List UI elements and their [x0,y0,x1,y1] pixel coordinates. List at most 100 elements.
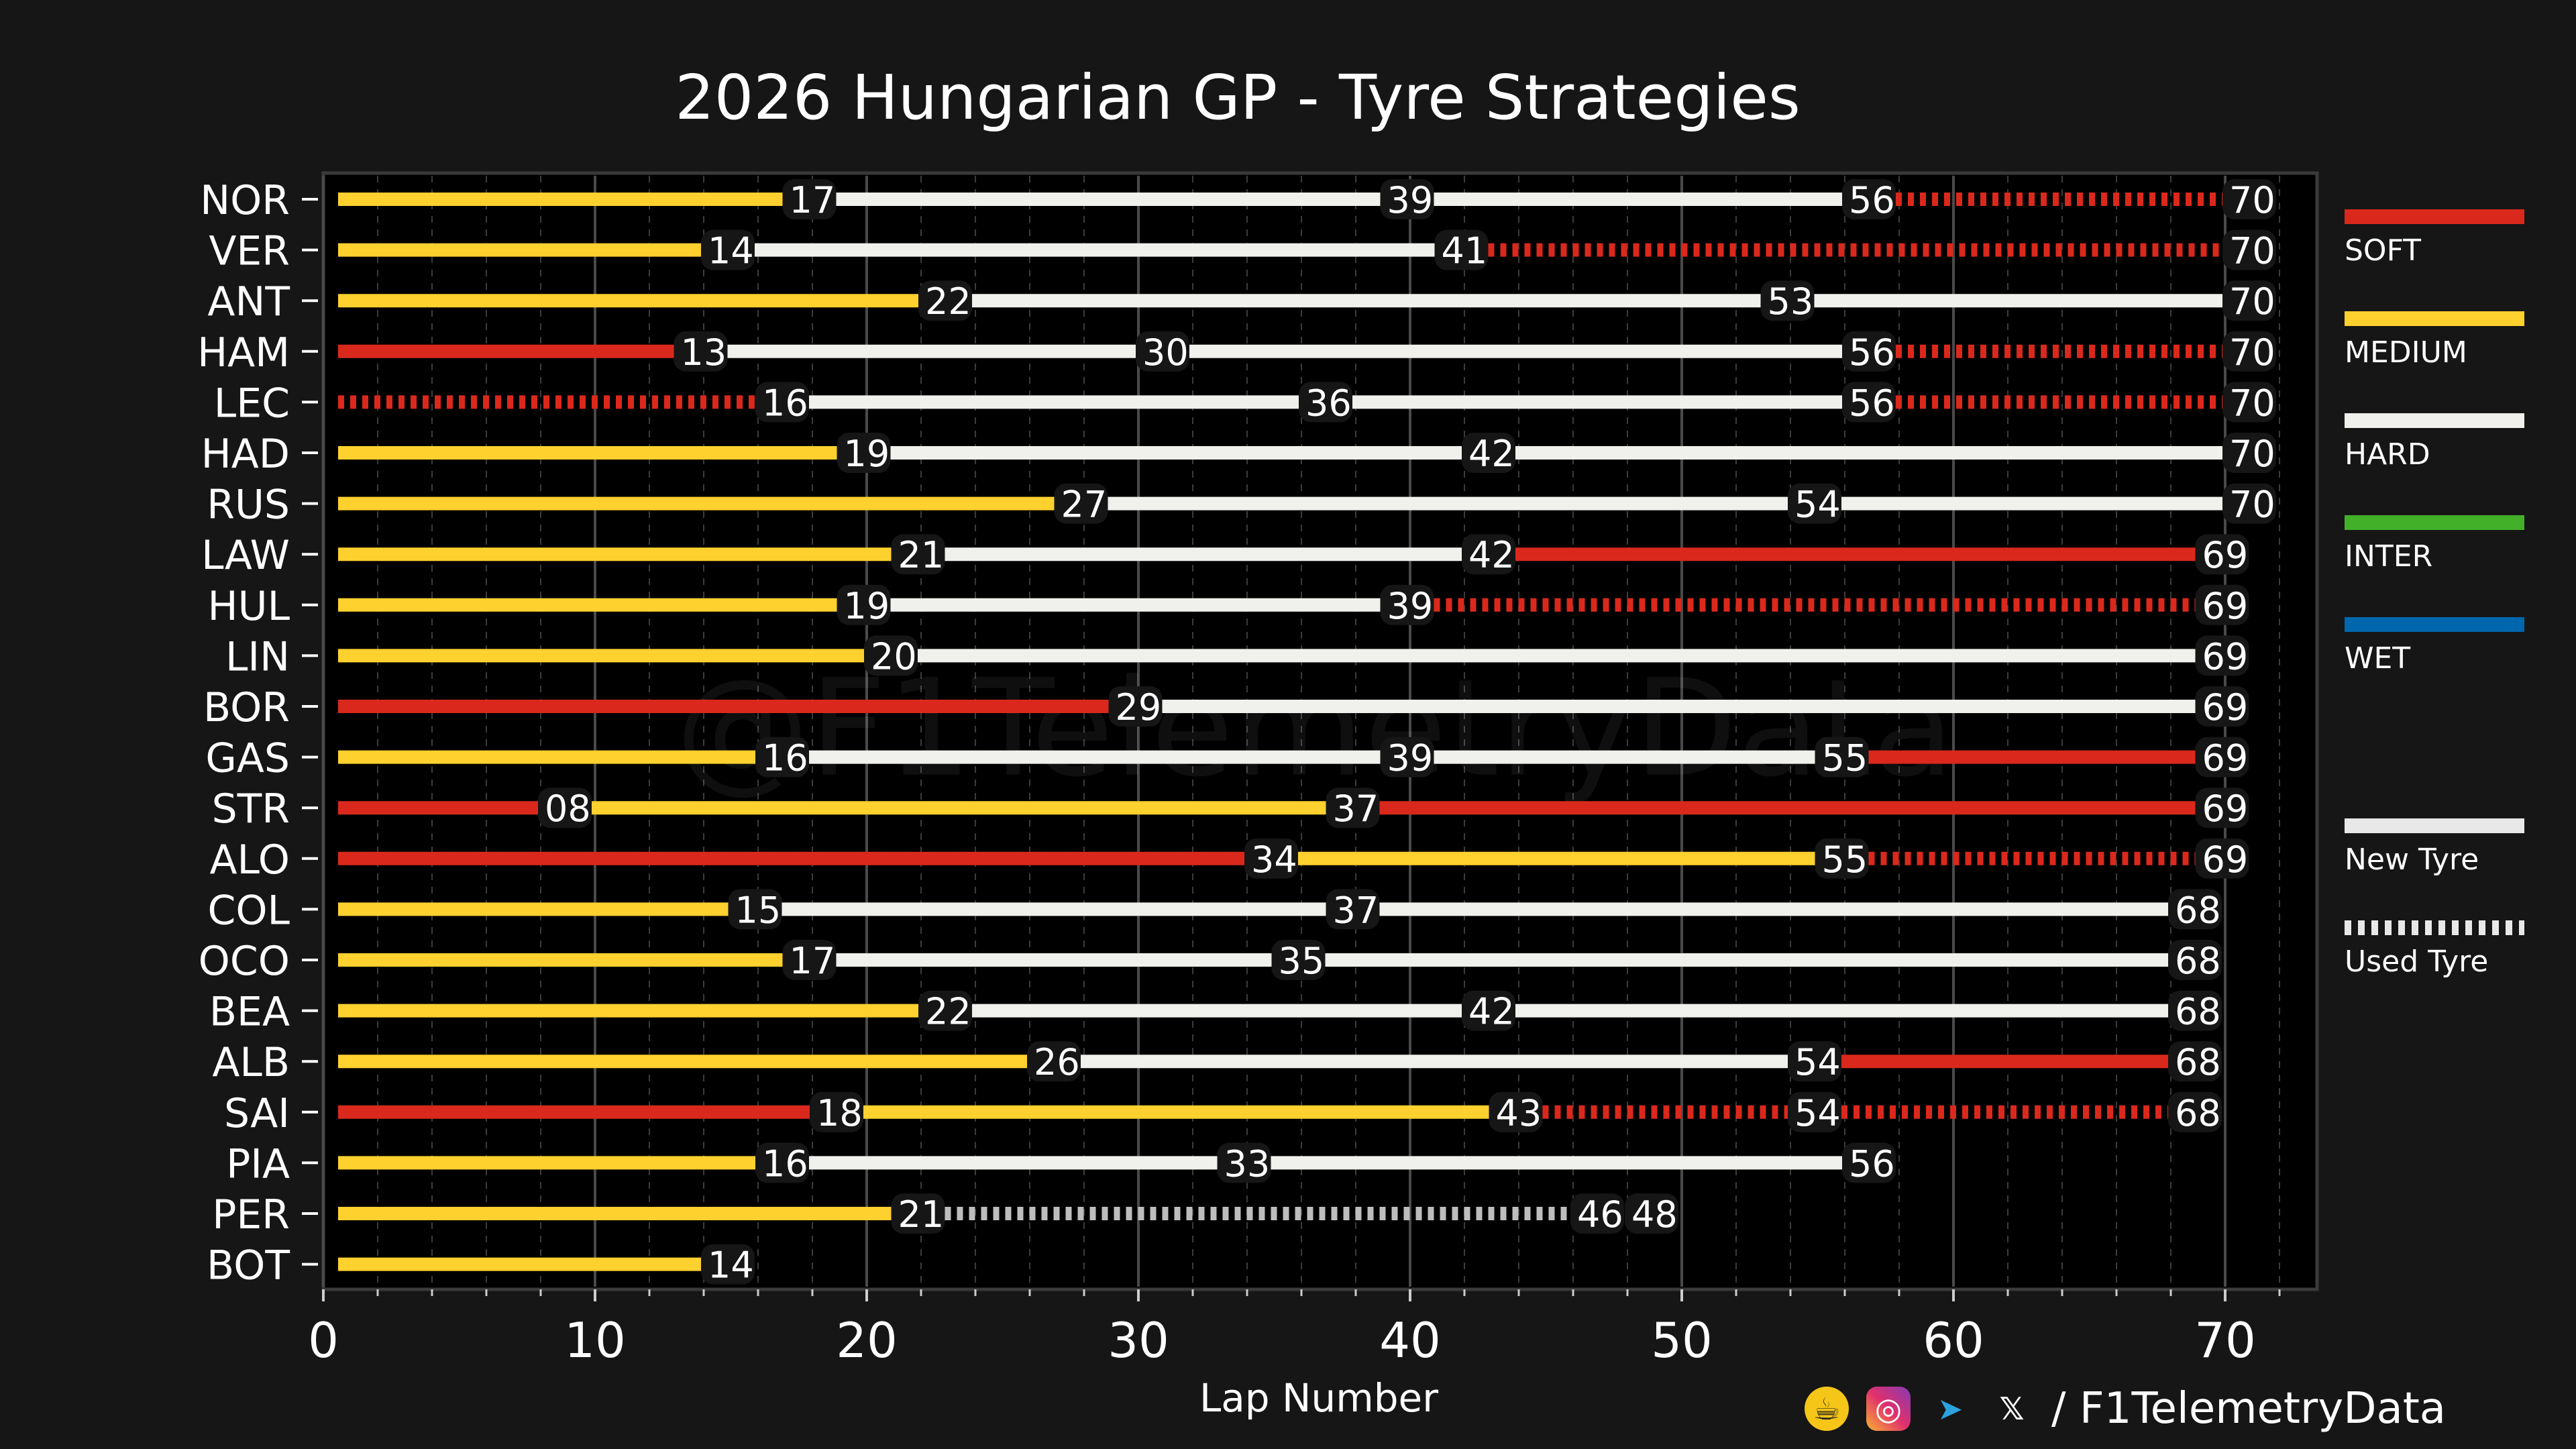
footer-handle[interactable]: / F1TelemetryData [2051,1384,2446,1434]
legend-label: HARD [2345,437,2430,472]
pit-lap-label-bg [2195,584,2249,625]
pit-lap-label-bg [1054,483,1108,524]
pit-lap-label: 69 [2195,584,2249,627]
pit-lap-label-text: 34 [1251,839,1297,881]
coffee-icon[interactable]: ☕ [1805,1387,1849,1431]
instagram-icon[interactable]: ◎ [1866,1387,1911,1431]
pit-lap-label-bg [1842,179,1896,219]
legend-swatch [2345,413,2524,428]
pit-lap-label-bg [1842,382,1896,423]
legend-swatch [2345,515,2524,530]
x-icon[interactable]: 𝕏 [1999,1391,2025,1427]
telegram-icon[interactable]: ➤ [1937,1391,1964,1427]
pit-lap-label-bg [1027,1041,1081,1082]
pit-lap-label-bg [1326,889,1380,930]
pit-lap-label: 20 [864,635,918,678]
pit-lap-label-bg [1788,1091,1841,1132]
pit-lap-label-bg [1462,990,1515,1031]
pit-lap-label-bg [2168,1091,2222,1132]
y-axis-labels: NORVERANTHAMLECHADRUSLAWHULLINBORGASSTRA… [197,177,318,1289]
pit-lap-label-text: 42 [1468,534,1515,576]
pit-lap-label: 68 [2168,889,2222,931]
pit-lap-label: 14 [701,229,755,272]
pit-lap-label-text: 68 [2175,991,2221,1033]
legend-label: New Tyre [2345,843,2479,877]
legend-swatch [2345,311,2524,326]
driver-label: GAS [205,735,290,782]
pit-lap-label: 55 [1815,737,1869,780]
pit-lap-label-bg [1462,433,1515,473]
pit-lap-label: 68 [2168,990,2222,1033]
pit-lap-label-bg [837,433,891,473]
pit-lap-label: 43 [1489,1091,1543,1134]
pit-lap-label-bg [782,940,837,980]
pit-lap-label: 15 [728,889,782,931]
pit-lap-label-bg [864,635,918,676]
pit-lap-label: 69 [2195,635,2249,678]
legend-label: MEDIUM [2345,335,2467,370]
pit-lap-label-text: 70 [2229,433,2275,475]
pit-lap-label-text: 29 [1116,686,1162,729]
pit-lap-label-bg [1489,1091,1543,1132]
pit-lap-label-bg [1380,737,1434,777]
x-tick-label: 30 [1108,1312,1169,1368]
x-tick-label: 20 [836,1312,898,1368]
pit-lap-label-text: 20 [871,635,917,678]
pit-lap-label-bg [755,382,809,423]
pit-lap-label-text: 55 [1822,737,1868,780]
driver-label: STR [212,786,290,833]
pit-lap-label-bg [2222,280,2276,321]
driver-label: LIN [225,633,290,680]
pit-lap-label-bg [918,280,972,321]
driver-label: NOR [200,177,290,224]
pit-lap-label-bg [2222,433,2276,473]
pit-lap-label-text: 36 [1305,382,1352,424]
pit-lap-label-text: 48 [1631,1193,1678,1236]
pit-lap-label-text: 70 [2229,484,2275,526]
pit-lap-label: 69 [2195,534,2249,576]
pit-lap-label: 17 [782,179,837,221]
pit-lap-label-text: 70 [2229,382,2275,424]
pit-lap-label-bg [1625,1193,1678,1234]
pit-lap-label: 16 [755,382,809,424]
pit-lap-label-text: 69 [2202,788,2249,830]
pit-lap-label-bg [1244,838,1298,879]
pit-lap-label: 18 [810,1091,863,1134]
pit-lap-label-text: 69 [2202,585,2249,627]
pit-lap-label-text: 56 [1849,179,1895,221]
pit-lap-label: 36 [1299,382,1352,424]
pit-lap-label: 70 [2222,280,2276,323]
pit-lap-label-bg [674,331,728,372]
pit-lap-label-text: 37 [1333,889,1379,931]
pit-lap-label-text: 22 [925,991,971,1033]
pit-lap-label: 21 [891,534,945,576]
pit-lap-label-text: 69 [2202,839,2249,881]
pit-lap-label: 69 [2195,686,2249,729]
pit-lap-label: 21 [891,1193,945,1236]
pit-lap-label: 34 [1244,838,1298,881]
pit-lap-label: 68 [2168,1091,2222,1134]
driver-label: BOT [207,1242,290,1289]
x-tick-label: 60 [1923,1312,1984,1368]
x-tick-label: 10 [564,1312,626,1368]
pit-lap-label-text: 39 [1387,179,1434,221]
pit-lap-label-bg [2168,1041,2222,1082]
pit-lap-label-text: 68 [2175,1041,2221,1083]
pit-lap-label-text: 69 [2202,635,2249,678]
pit-lap-label: 56 [1842,1142,1896,1185]
pit-lap-label-bg [1815,838,1869,879]
legend-swatch [2345,920,2524,935]
pit-lap-label-bg [1380,584,1434,625]
x-tick-label: 40 [1379,1312,1441,1368]
pit-lap-label-text: 22 [925,280,971,323]
pit-lap-label-bg [1788,1041,1841,1082]
pit-lap-label: 70 [2222,483,2276,526]
pit-lap-label: 54 [1788,483,1841,526]
pit-lap-label: 69 [2195,838,2249,881]
driver-label: HAD [201,431,290,478]
pit-lap-label-bg [782,179,837,219]
pit-lap-label-text: 18 [816,1092,863,1134]
pit-lap-label-bg [1842,1142,1896,1183]
pit-lap-label-text: 13 [681,331,727,374]
pit-lap-label-text: 68 [2175,940,2221,982]
